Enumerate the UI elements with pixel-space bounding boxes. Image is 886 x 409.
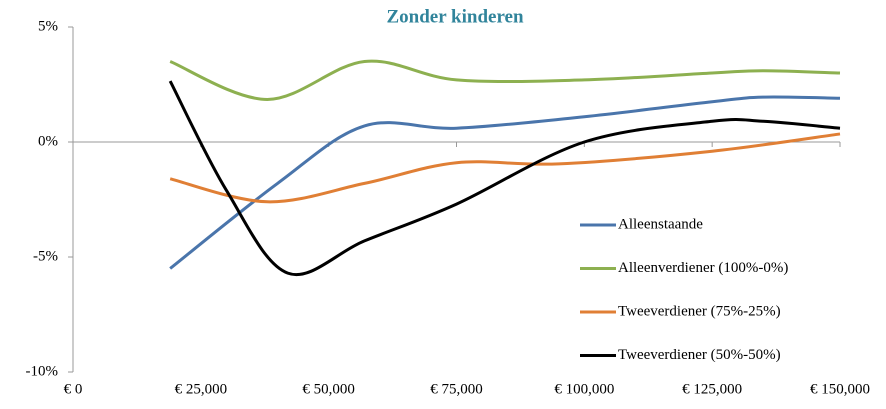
y-tick-label: -5% [33, 248, 58, 264]
line-series [169, 95, 841, 270]
x-tick-label: € 75,000 [430, 381, 483, 397]
x-tick-label: € 100,000 [554, 381, 614, 397]
legend-label: Tweeverdiener (50%-50%) [618, 347, 781, 363]
y-tick-label: 5% [38, 18, 58, 34]
y-tick-label: -10% [26, 363, 59, 379]
line-series [169, 59, 841, 101]
x-tick-label: € 50,000 [302, 381, 355, 397]
x-tick-label: € 150,000 [810, 381, 870, 397]
chart-title: Zonder kinderen [386, 6, 524, 27]
y-tick-label: 0% [38, 133, 58, 149]
line-series [168, 80, 841, 277]
legend-label: Alleenverdiener (100%-0%) [618, 260, 788, 276]
line-series [169, 132, 841, 204]
legend-label: Tweeverdiener (75%-25%) [618, 303, 781, 319]
x-tick-label: € 125,000 [682, 381, 742, 397]
x-tick-label: € 25,000 [175, 381, 228, 397]
x-tick-label: € 0 [64, 381, 83, 397]
legend-label: Alleenstaande [618, 216, 703, 232]
